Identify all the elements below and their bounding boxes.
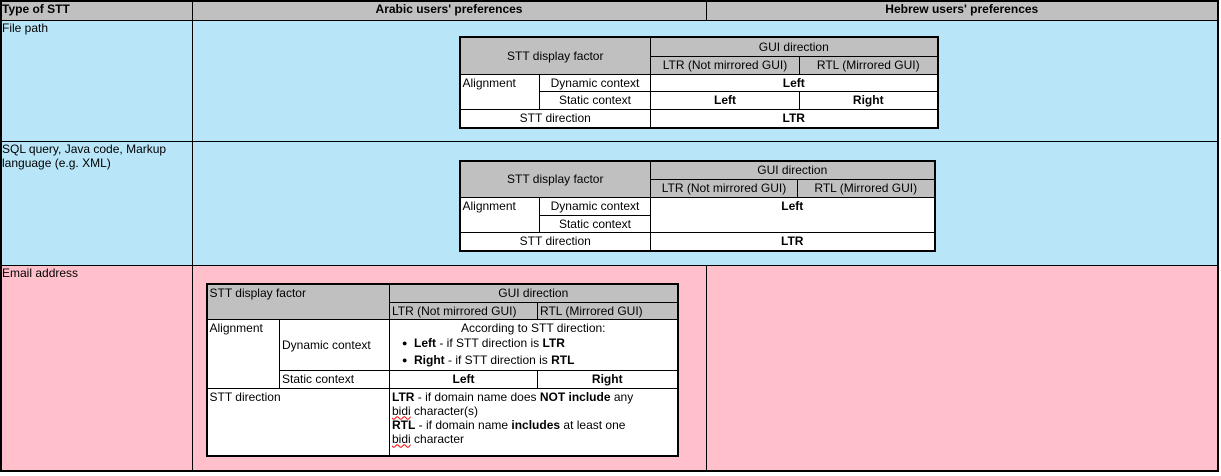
t3-ltr-gui: LTR (Not mirrored GUI) — [389, 301, 538, 320]
t1-static-rtl-value: Right — [799, 90, 938, 110]
t1-dynamic-value: Left — [650, 73, 938, 92]
t1-direction-value: LTR — [650, 108, 938, 129]
t1-stt-display-factor: STT display factor — [459, 36, 651, 75]
t3-bullet-left: ● Left - if STT direction is LTR — [392, 335, 675, 352]
t2-rtl-gui: RTL (Mirrored GUI) — [797, 178, 935, 198]
row-file-path: File path STT display factor GUI directi… — [0, 20, 1219, 142]
file-path-preferences-cell: STT display factor GUI direction LTR (No… — [191, 20, 1219, 142]
t2-dynamic-static-value: Left — [650, 196, 935, 233]
header-cell-hebrew-preferences: Hebrew users' preferences — [705, 0, 1219, 21]
note-l2-text1: - if domain name — [415, 417, 512, 432]
t2-ltr-gui: LTR (Not mirrored GUI) — [650, 178, 798, 198]
t3-bullet1-bold2: LTR — [542, 335, 565, 350]
t1-direction-row: STT direction LTR — [459, 108, 938, 129]
t2-stt-display-factor: STT display factor — [459, 160, 651, 198]
t1-gui-direction: GUI direction — [650, 36, 938, 57]
t3-bullet2-text: - if STT direction is — [444, 352, 552, 367]
file-path-nested-table: STT display factor GUI direction LTR (No… — [458, 36, 939, 129]
note-not-include-bold: NOT include — [539, 389, 611, 404]
t3-bullet2-bold2: RTL — [551, 352, 575, 367]
t3-dynamic-value: According to STT direction: ● Left - if S… — [389, 318, 678, 371]
t3-alignment: Alignment — [206, 318, 280, 389]
note-l2-text3: character — [410, 431, 465, 446]
t2-direction-value: LTR — [650, 231, 935, 252]
t1-dynamic-row: Alignment Dynamic context Left — [459, 73, 938, 110]
t2-alignment: Alignment — [459, 196, 540, 233]
t2-stt-direction: STT direction — [459, 231, 651, 252]
note-l1-bidi-misspelled: bidi — [392, 403, 411, 418]
note-l1-text1: - if domain name does — [414, 389, 540, 404]
t1-dynamic-context: Dynamic context — [539, 73, 651, 92]
t2-direction-row: STT direction LTR — [459, 231, 935, 252]
t3-static-context: Static context — [279, 369, 390, 389]
t1-static-context: Static context — [539, 90, 651, 110]
t1-stt-direction: STT direction — [459, 108, 651, 129]
t3-direction-row: STT direction LTR - if domain name does … — [206, 387, 678, 457]
email-arabic-preferences-cell: STT display factor GUI direction LTR (No… — [191, 265, 707, 471]
t2-header-row-2: LTR (Not mirrored GUI) RTL (Mirrored GUI… — [460, 178, 935, 198]
t2-gui-direction: GUI direction — [650, 160, 935, 180]
email-hebrew-preferences-cell — [705, 265, 1219, 471]
sql-label: SQL query, Java code, Markup language (e… — [0, 141, 193, 266]
note-l1-text2: any — [610, 389, 634, 404]
t3-header-row-2: LTR (Not mirrored GUI) RTL (Mirrored GUI… — [207, 301, 678, 320]
row-email-address: Email address STT display factor GUI dir… — [0, 265, 1219, 471]
header-cell-arabic-preferences: Arabic users' preferences — [191, 0, 707, 21]
t3-bullet1-bold1: Left — [414, 335, 436, 350]
t1-rtl-gui: RTL (Mirrored GUI) — [799, 55, 938, 75]
email-nested-table: STT display factor GUI direction LTR (No… — [205, 283, 679, 457]
t3-rtl-gui: RTL (Mirrored GUI) — [537, 301, 678, 320]
row-sql-java-markup: SQL query, Java code, Markup language (e… — [0, 141, 1219, 266]
file-path-label: File path — [0, 20, 193, 142]
note-l1-text3: character(s) — [410, 403, 479, 418]
note-ltr-bold: LTR — [392, 389, 415, 404]
main-header-row: Type of STT Arabic users' preferences He… — [0, 0, 1219, 21]
t3-static-row: Static context Left Right — [207, 369, 678, 389]
email-label: Email address — [0, 265, 193, 471]
bullet-icon: ● — [402, 354, 408, 365]
t1-static-ltr-value: Left — [650, 90, 800, 110]
t3-stt-direction: STT direction — [206, 387, 390, 457]
sql-nested-table: STT display factor GUI direction LTR (No… — [458, 160, 936, 252]
t3-static-rtl-value: Right — [537, 369, 678, 389]
note-l2-bidi-misspelled: bidi — [392, 431, 411, 446]
t2-header-row-1: STT display factor GUI direction — [459, 160, 935, 198]
t3-header-row-1: STT display factor GUI direction — [206, 283, 678, 320]
t1-header-row-2: LTR (Not mirrored GUI) RTL (Mirrored GUI… — [460, 55, 938, 75]
t1-header-row-1: STT display factor GUI direction — [459, 36, 938, 75]
t2-static-row: Static context — [460, 214, 935, 233]
t3-dynamic-intro: According to STT direction: — [460, 320, 606, 335]
note-includes-bold: includes — [511, 417, 561, 432]
t3-static-ltr-value: Left — [389, 369, 538, 389]
t1-ltr-gui: LTR (Not mirrored GUI) — [650, 55, 800, 75]
t3-dynamic-context: Dynamic context — [279, 318, 390, 371]
t3-dynamic-row: Alignment Dynamic context According to S… — [206, 318, 678, 389]
t2-dynamic-row: Alignment Dynamic context Left — [459, 196, 935, 233]
t2-dynamic-context: Dynamic context — [539, 196, 651, 216]
bullet-icon: ● — [402, 337, 408, 348]
note-l2-text2: at least one — [560, 417, 626, 432]
t3-bullet2-bold1: Right — [414, 352, 445, 367]
t2-static-context: Static context — [539, 214, 651, 233]
t3-direction-note: LTR - if domain name does NOT include an… — [389, 387, 678, 457]
t3-gui-direction: GUI direction — [389, 283, 678, 303]
header-cell-type-of-stt: Type of STT — [0, 0, 193, 21]
t3-stt-display-factor: STT display factor — [206, 283, 390, 320]
t1-alignment: Alignment — [459, 73, 540, 110]
t3-bullet1-text: - if STT direction is — [436, 335, 543, 350]
t3-bullet-right: ● Right - if STT direction is RTL — [392, 352, 675, 369]
note-rtl-bold: RTL — [392, 417, 416, 432]
sql-preferences-cell: STT display factor GUI direction LTR (No… — [191, 141, 1219, 266]
